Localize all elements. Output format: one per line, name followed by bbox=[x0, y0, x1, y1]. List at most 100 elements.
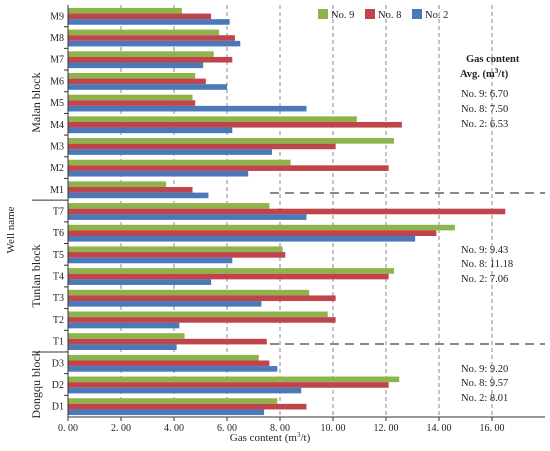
bar-D2-no9 bbox=[68, 376, 400, 383]
bar-D1-no8 bbox=[68, 403, 307, 410]
bar-D1-no9 bbox=[68, 398, 278, 404]
group-label: Tunlan block bbox=[29, 244, 43, 307]
bar-D2-no2 bbox=[68, 387, 302, 394]
bar-M7-no9 bbox=[68, 51, 214, 57]
bar-T7-no9 bbox=[68, 203, 270, 209]
malan-avg-no2: No. 2: 6.53 bbox=[461, 119, 508, 130]
bar-D3-no8 bbox=[68, 360, 270, 367]
category-label: M5 bbox=[50, 98, 64, 109]
category-label: T5 bbox=[53, 250, 64, 261]
x-tick-label: 6. 00 bbox=[217, 423, 237, 434]
tunlan-avg-no2: No. 2: 7.06 bbox=[461, 274, 508, 285]
bar-D2-no8 bbox=[68, 382, 389, 388]
bar-T3-no9 bbox=[68, 289, 310, 296]
bar-M7-no8 bbox=[68, 56, 233, 63]
bar-T3-no2 bbox=[68, 301, 262, 307]
category-label: M4 bbox=[50, 120, 64, 131]
bar-M4-no8 bbox=[68, 121, 402, 128]
bar-T6-no8 bbox=[68, 230, 437, 236]
bar-M9-no2 bbox=[68, 19, 230, 25]
bar-T5-no9 bbox=[68, 246, 283, 253]
bar-M4-no2 bbox=[68, 127, 233, 134]
legend-swatch-no8 bbox=[365, 9, 375, 19]
x-tick-label: 14. 00 bbox=[427, 423, 452, 434]
bars bbox=[68, 7, 506, 416]
bar-T4-no2 bbox=[68, 279, 212, 285]
bar-D3-no2 bbox=[68, 366, 278, 372]
bar-M8-no8 bbox=[68, 35, 235, 41]
bar-T2-no9 bbox=[68, 311, 328, 318]
bar-M4-no9 bbox=[68, 116, 357, 122]
x-tick-label: 10. 00 bbox=[321, 423, 346, 434]
malan-avg-no8: No. 8: 7.50 bbox=[461, 104, 508, 115]
category-label: T3 bbox=[53, 293, 64, 304]
avg-header-2: Avg. (m3/t) bbox=[460, 67, 509, 80]
bar-T5-no8 bbox=[68, 252, 286, 258]
category-label: T4 bbox=[53, 272, 64, 283]
x-tick-label: 0. 00 bbox=[58, 423, 78, 434]
bar-M3-no2 bbox=[68, 149, 273, 155]
category-label: T2 bbox=[53, 315, 64, 326]
bar-M5-no2 bbox=[68, 105, 307, 112]
legend: No. 9 No. 8 No. 2 bbox=[318, 9, 448, 21]
y-axis-title: Well name bbox=[5, 206, 17, 253]
category-label: M6 bbox=[50, 76, 64, 87]
bar-M1-no9 bbox=[68, 181, 167, 188]
x-tick-label: 16. 00 bbox=[480, 423, 505, 434]
bar-D3-no9 bbox=[68, 354, 259, 361]
bar-T4-no8 bbox=[68, 273, 389, 280]
x-axis-title: Gas content (m3/t) bbox=[230, 431, 311, 444]
bar-M9-no8 bbox=[68, 13, 212, 20]
category-label: M1 bbox=[50, 185, 64, 196]
x-tick-label: 4. 00 bbox=[164, 423, 184, 434]
dongqu-avg-no9: No. 9: 9.20 bbox=[461, 364, 508, 375]
avg-annotations: Gas content Avg. (m3/t) No. 9: 6.70 No. … bbox=[460, 54, 520, 404]
x-tick-label: 12. 00 bbox=[374, 423, 399, 434]
malan-avg-no9: No. 9: 6.70 bbox=[461, 89, 508, 100]
bar-M2-no8 bbox=[68, 165, 389, 171]
bar-M6-no2 bbox=[68, 84, 227, 90]
bar-M5-no8 bbox=[68, 100, 196, 106]
bar-T2-no2 bbox=[68, 322, 180, 329]
bar-T5-no2 bbox=[68, 257, 233, 264]
category-label: M7 bbox=[50, 55, 64, 66]
legend-label-no8: No. 8 bbox=[378, 10, 401, 21]
x-tick-label: 2. 00 bbox=[111, 423, 131, 434]
bar-D1-no2 bbox=[68, 409, 265, 416]
bar-M5-no9 bbox=[68, 94, 193, 101]
bar-T2-no8 bbox=[68, 317, 336, 323]
bar-T6-no2 bbox=[68, 235, 416, 242]
bar-M1-no2 bbox=[68, 192, 209, 199]
bar-M2-no9 bbox=[68, 159, 291, 166]
bar-M9-no9 bbox=[68, 7, 182, 14]
bar-T1-no8 bbox=[68, 338, 267, 345]
bar-M6-no9 bbox=[68, 72, 196, 79]
category-label: M9 bbox=[50, 11, 64, 22]
category-label: T1 bbox=[53, 337, 64, 348]
bar-M3-no9 bbox=[68, 138, 394, 144]
category-label: D3 bbox=[52, 358, 64, 369]
category-label: M8 bbox=[50, 33, 64, 44]
x-tick-label: 8. 00 bbox=[270, 423, 290, 434]
bar-T1-no2 bbox=[68, 344, 177, 351]
bar-T4-no9 bbox=[68, 268, 394, 274]
bar-T7-no8 bbox=[68, 208, 506, 215]
legend-swatch-no2 bbox=[412, 9, 422, 19]
legend-label-no2: No. 2 bbox=[425, 10, 448, 21]
bar-T7-no2 bbox=[68, 214, 307, 220]
group-label: Dongqu block bbox=[29, 350, 43, 418]
bar-T6-no9 bbox=[68, 224, 455, 231]
tunlan-avg-no8: No. 8: 11.18 bbox=[461, 259, 513, 270]
category-label: T7 bbox=[53, 207, 64, 218]
bar-M7-no2 bbox=[68, 62, 204, 69]
category-label: M2 bbox=[50, 163, 64, 174]
category-label: D2 bbox=[52, 380, 64, 391]
bar-M8-no9 bbox=[68, 29, 220, 36]
bar-T3-no8 bbox=[68, 295, 336, 302]
bar-M1-no8 bbox=[68, 187, 193, 193]
dongqu-avg-no8: No. 8: 9.57 bbox=[461, 378, 508, 389]
bar-T1-no9 bbox=[68, 333, 185, 339]
bar-M6-no8 bbox=[68, 78, 206, 85]
legend-label-no9: No. 9 bbox=[331, 10, 354, 21]
group-label: Malan block bbox=[29, 72, 43, 132]
